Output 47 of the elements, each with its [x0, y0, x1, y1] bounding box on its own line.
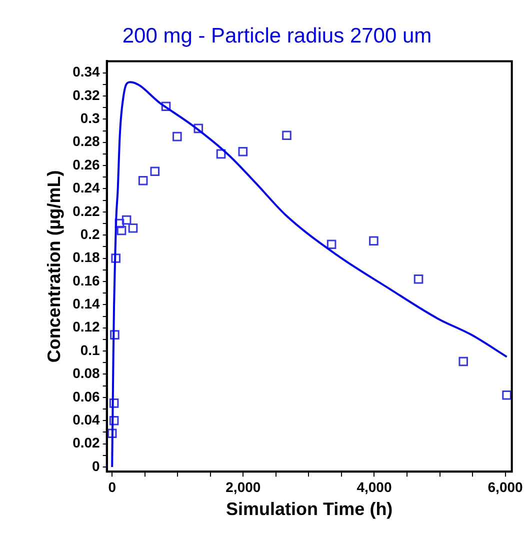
y-tick-label: 0.28	[72, 133, 100, 150]
y-tick-label: 0.14	[72, 296, 100, 312]
x-tick-label: 6,000	[488, 478, 524, 495]
y-tick-label: 0.06	[72, 388, 100, 404]
y-tick-label: 0.16	[72, 272, 100, 288]
y-tick-label: 0.3	[80, 110, 100, 126]
y-tick-label: 0.24	[72, 180, 100, 196]
x-tick-label: 4,000	[356, 478, 392, 495]
point	[216, 149, 226, 159]
point	[116, 226, 126, 236]
point	[326, 240, 336, 250]
point	[109, 416, 119, 426]
point	[194, 124, 204, 134]
point	[369, 236, 378, 246]
point	[172, 132, 182, 142]
point	[128, 224, 138, 233]
y-tick-label: 0.12	[72, 318, 100, 335]
point	[414, 274, 424, 284]
y-tick-label: 0.1	[80, 342, 100, 358]
y-tick-label: 0.02	[72, 434, 100, 451]
y-tick-label: 0.34	[72, 64, 100, 80]
point	[238, 146, 248, 156]
y-tick-label: 0.18	[72, 249, 100, 266]
y-tick-label: 0.08	[72, 365, 100, 382]
point	[458, 356, 468, 366]
point	[122, 215, 132, 225]
y-tick-label: 0.04	[72, 411, 100, 428]
y-axis-title: Concentration (µg/mL)	[44, 170, 64, 363]
point	[107, 428, 117, 438]
point	[138, 176, 148, 186]
x-axis-title: Simulation Time (h)	[226, 499, 393, 520]
chart-title: 200 mg - Particle radius 2700 um	[122, 24, 432, 48]
line-series	[111, 81, 508, 468]
point	[502, 390, 512, 400]
x-tick-label: 2,000	[226, 478, 261, 495]
point	[111, 254, 120, 263]
point	[282, 130, 292, 140]
point	[110, 330, 120, 340]
x-tick-label: 0	[108, 478, 116, 495]
y-tick-label: 0.26	[72, 156, 100, 172]
y-tick-label: 0.2	[80, 226, 100, 242]
y-tick-label: 0	[92, 458, 100, 474]
y-tick-label: 0.32	[72, 86, 100, 103]
point	[161, 102, 171, 112]
point	[150, 166, 160, 176]
point	[109, 398, 119, 408]
y-tick-label: 0.22	[72, 202, 100, 219]
